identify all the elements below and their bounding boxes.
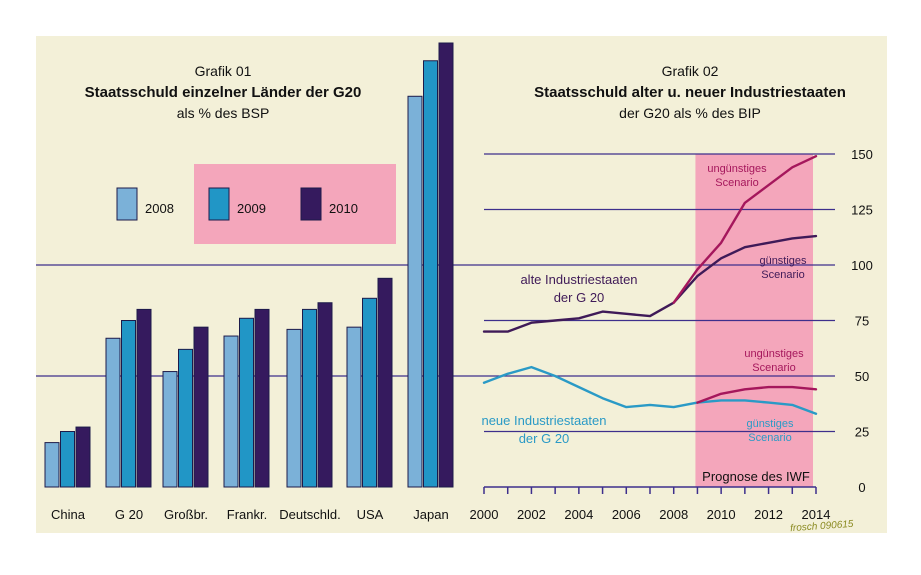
chart2-number: Grafik 02 (662, 63, 719, 79)
bar-Deutschld.-2008 (286, 328, 302, 488)
bar-USA-2009 (362, 297, 377, 488)
old-good-scenario-label-line1: günstiges (759, 255, 807, 267)
bar-China-2010 (75, 426, 91, 488)
bar-category-label: Deutschld. (279, 507, 340, 522)
line-x-tick-label: 2010 (707, 507, 736, 522)
line-x-tick-label: 2008 (659, 507, 688, 522)
line-y-tick-label: 75 (855, 314, 869, 329)
new-bad-scenario-label-line2: Scenario (752, 362, 795, 374)
bar-Japan-2008 (407, 95, 423, 488)
line-series-0 (482, 234, 818, 333)
prognosis-label: Prognose des IWF (702, 469, 810, 484)
bar-Deutschld.-2009 (302, 308, 317, 488)
bar-G 20-2010 (136, 308, 152, 488)
bar-Frankr.-2009 (239, 317, 254, 488)
new-bad-scenario-label-line1: ungünstiges (744, 348, 804, 360)
line-y-tick-label: 0 (858, 480, 865, 495)
bar-Frankr.-2010 (254, 308, 270, 488)
line-series-2 (482, 365, 818, 415)
bar-category-label: China (51, 507, 86, 522)
legend-swatch-2010 (300, 187, 322, 221)
signature: frosch 090615 (790, 519, 854, 534)
line-x-tick-label: 2014 (802, 507, 831, 522)
old-industrial-label-line1: alte Industriestaaten (520, 272, 637, 287)
chart1-subtitle: als % des BSP (177, 105, 270, 121)
bar-USA-2008 (346, 326, 362, 488)
bar-Japan-2009 (423, 60, 438, 488)
old-industrial-label-line2: der G 20 (554, 290, 605, 305)
line-x-tick-label: 2004 (564, 507, 593, 522)
line-y-tick-label: 150 (851, 147, 873, 162)
bar-G 20-2008 (105, 337, 121, 488)
line-y-tick-label: 125 (851, 203, 873, 218)
bar-category-label: Japan (413, 507, 448, 522)
line-y-tick-label: 50 (855, 369, 869, 384)
bar-China-2009 (60, 431, 75, 488)
chart2-title: Staatsschuld alter u. neuer Industriesta… (534, 84, 846, 101)
bar-category-label: G 20 (115, 507, 143, 522)
line-x-tick-label: 2002 (517, 507, 546, 522)
new-industrial-label-line1: neue Industriestaaten (481, 413, 606, 428)
legend-swatch-2008 (116, 187, 138, 221)
bar-category-label: Großbr. (164, 507, 208, 522)
bar-Großbr.-2008 (162, 371, 178, 488)
old-good-scenario-label-line2: Scenario (761, 269, 804, 281)
legend-label-2008: 2008 (145, 201, 174, 216)
old-bad-scenario-label-line1: ungünstiges (707, 163, 767, 175)
new-industrial-label-line2: der G 20 (519, 431, 570, 446)
line-y-tick-label: 100 (851, 258, 873, 273)
old-bad-scenario-label-line2: Scenario (715, 177, 758, 189)
chart2-subtitle: der G20 als % des BIP (619, 105, 761, 121)
line-x-tick-label: 2000 (470, 507, 499, 522)
bar-category-label: Frankr. (227, 507, 267, 522)
bar-Deutschld.-2010 (317, 302, 333, 488)
line-x-tick-label: 2012 (754, 507, 783, 522)
line-y-tick-label: 25 (855, 425, 869, 440)
chart1-number: Grafik 01 (195, 63, 252, 79)
bar-Großbr.-2010 (193, 326, 209, 488)
legend-swatch-2009 (208, 187, 230, 221)
bar-Japan-2010 (438, 42, 454, 488)
bar-USA-2010 (377, 277, 393, 488)
bar-Großbr.-2009 (178, 348, 193, 488)
legend-label-2009: 2009 (237, 201, 266, 216)
chart1-title: Staatsschuld einzelner Länder der G20 (85, 84, 362, 101)
bar-G 20-2009 (121, 320, 136, 488)
bar-category-label: USA (357, 507, 384, 522)
new-good-scenario-label-line1: günstiges (746, 418, 794, 430)
legend-label-2010: 2010 (329, 201, 358, 216)
line-x-tick-label: 2006 (612, 507, 641, 522)
bar-Frankr.-2008 (223, 335, 239, 488)
bar-China-2008 (44, 442, 60, 488)
line-series-1 (672, 154, 818, 304)
new-good-scenario-label-line2: Scenario (748, 432, 791, 444)
line-series-3 (696, 385, 818, 404)
